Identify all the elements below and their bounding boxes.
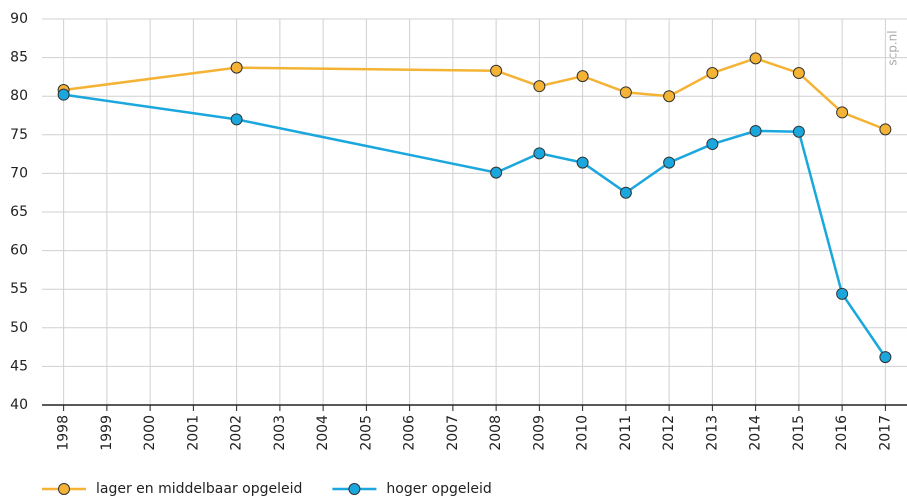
y-tick-label: 65	[10, 204, 28, 220]
point	[663, 156, 676, 169]
point	[706, 138, 719, 151]
y-tick-label: 80	[10, 88, 28, 104]
point	[230, 113, 243, 126]
point	[619, 186, 632, 199]
x-tick-label: 2007	[445, 415, 461, 451]
point	[576, 156, 589, 169]
y-tick-label: 85	[10, 50, 28, 66]
x-tick-label: 1998	[56, 415, 72, 451]
point	[663, 90, 676, 103]
point	[792, 67, 805, 80]
x-tick-label: 2017	[877, 415, 893, 451]
point	[749, 124, 762, 137]
point	[57, 88, 70, 101]
x-tick-label: 2006	[402, 415, 418, 451]
point	[706, 67, 719, 80]
point	[533, 147, 546, 160]
point	[576, 70, 589, 83]
x-tick-label: 2012	[661, 415, 677, 451]
y-tick-label: 60	[10, 243, 28, 259]
point	[619, 86, 632, 99]
point	[836, 287, 849, 300]
y-tick-label: 45	[10, 358, 28, 374]
x-tick-label: 2014	[748, 415, 764, 451]
legend-label: lager en middelbaar opgeleid	[96, 481, 302, 497]
series-line	[63, 57, 886, 131]
x-tick-label: 2001	[185, 415, 201, 451]
x-tick-label: 2010	[575, 415, 591, 451]
point	[490, 166, 503, 179]
x-tick-label: 2004	[315, 415, 331, 451]
x-tick-label: 2005	[358, 415, 374, 451]
x-tick-label: 2013	[704, 415, 720, 451]
y-tick-label: 40	[10, 397, 28, 413]
legend-marker	[58, 483, 70, 495]
x-tick-label: 2000	[142, 415, 158, 451]
y-tick-label: 70	[10, 165, 28, 181]
x-tick-label: 1999	[99, 415, 115, 451]
watermark: scp.nl	[886, 30, 900, 65]
point	[879, 351, 892, 364]
point	[879, 123, 892, 136]
x-tick-label: 2015	[791, 415, 807, 451]
point	[490, 64, 503, 77]
x-tick-label: 2011	[618, 415, 634, 451]
x-tick-label: 2009	[531, 415, 547, 451]
point	[792, 125, 805, 138]
point	[230, 61, 243, 74]
legend-marker	[348, 483, 361, 495]
y-tick-label: 50	[10, 320, 28, 336]
series-line	[63, 93, 887, 358]
point	[836, 106, 849, 119]
x-tick-label: 2002	[229, 415, 245, 451]
x-tick-label: 2003	[272, 415, 288, 451]
y-tick-label: 75	[10, 127, 28, 143]
x-tick-label: 2008	[488, 415, 504, 451]
legend-label: hoger opgeleid	[386, 481, 491, 497]
y-tick-label: 90	[10, 11, 28, 27]
x-tick-label: 2016	[834, 415, 850, 451]
point	[533, 80, 546, 93]
y-tick-label: 55	[10, 281, 28, 297]
point	[749, 52, 762, 65]
